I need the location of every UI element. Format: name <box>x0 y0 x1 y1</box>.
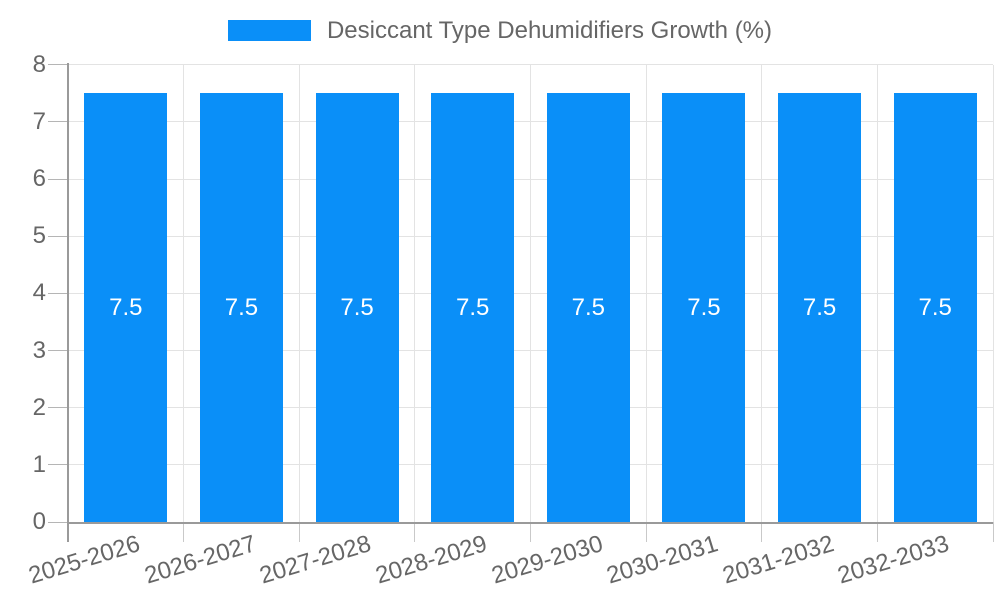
bar-value-label: 7.5 <box>340 293 374 321</box>
gridline-vertical <box>298 64 300 522</box>
legend-color-swatch <box>227 20 311 42</box>
y-axis-tick <box>48 292 68 294</box>
bar[interactable] <box>662 93 746 522</box>
y-axis-tick <box>48 64 68 66</box>
y-axis-tick <box>48 464 68 466</box>
y-axis-line <box>67 62 69 542</box>
x-axis-label: 2025-2026 <box>25 530 144 590</box>
y-axis-label: 8 <box>32 50 46 78</box>
x-axis-tick <box>761 522 763 542</box>
bar-value-label: 7.5 <box>456 293 490 321</box>
y-axis-label: 7 <box>32 107 46 135</box>
y-axis-label: 6 <box>32 165 46 193</box>
bar[interactable] <box>315 93 399 522</box>
x-axis-label: 2028-2029 <box>372 530 490 590</box>
gridline-vertical <box>183 64 185 522</box>
bar[interactable] <box>893 93 977 522</box>
bar-value-label: 7.5 <box>224 293 259 321</box>
y-axis-label: 1 <box>32 450 46 478</box>
x-axis-tick <box>414 522 416 542</box>
bar[interactable] <box>546 93 630 522</box>
y-axis-tick <box>48 235 68 237</box>
y-axis-tick <box>48 407 68 409</box>
x-axis-tick <box>183 522 185 542</box>
gridline-vertical <box>761 64 763 522</box>
y-axis-label: 4 <box>32 279 46 307</box>
gridline-vertical <box>530 64 531 522</box>
bar[interactable] <box>84 93 168 522</box>
chart-legend: Desiccant Type Dehumidifiers Growth (%) <box>0 13 1000 49</box>
x-axis-tick <box>876 522 878 542</box>
x-axis-tick <box>530 522 531 542</box>
y-axis-label: 2 <box>32 393 46 421</box>
legend-series-label: Desiccant Type Dehumidifiers Growth (%) <box>326 16 773 44</box>
gridline-vertical <box>992 64 994 522</box>
x-axis-label: 2031-2032 <box>719 530 837 590</box>
bar-value-label: 7.5 <box>687 293 721 321</box>
bar-value-label: 7.5 <box>802 293 837 321</box>
gridline-vertical <box>645 64 647 522</box>
bar-value-label: 7.5 <box>109 293 143 321</box>
bar[interactable] <box>199 93 283 522</box>
gridline-vertical <box>414 64 416 522</box>
x-axis-label: 2032-2033 <box>834 530 953 590</box>
x-axis-label: 2026-2027 <box>141 530 259 590</box>
bar[interactable] <box>778 93 862 522</box>
y-axis-tick <box>48 121 68 123</box>
x-axis-label: 2029-2030 <box>487 530 606 590</box>
y-axis-tick <box>48 350 68 352</box>
y-axis-label: 3 <box>32 336 46 364</box>
x-axis-line <box>68 522 993 524</box>
bar-value-label: 7.5 <box>918 293 952 321</box>
x-axis-tick <box>645 522 647 542</box>
y-axis-tick <box>48 521 68 523</box>
y-axis-tick <box>48 178 68 180</box>
bar-value-label: 7.5 <box>571 293 605 321</box>
y-axis-label: 5 <box>32 222 46 250</box>
y-axis-label: 0 <box>32 508 46 535</box>
x-axis-tick <box>992 522 994 542</box>
legend-item[interactable]: Desiccant Type Dehumidifiers Growth (%) <box>227 16 773 46</box>
x-axis-label: 2030-2031 <box>603 530 722 590</box>
gridline-vertical <box>876 64 878 522</box>
x-axis-label: 2027-2028 <box>256 530 375 590</box>
x-axis-tick <box>298 522 300 542</box>
bar[interactable] <box>431 93 515 522</box>
